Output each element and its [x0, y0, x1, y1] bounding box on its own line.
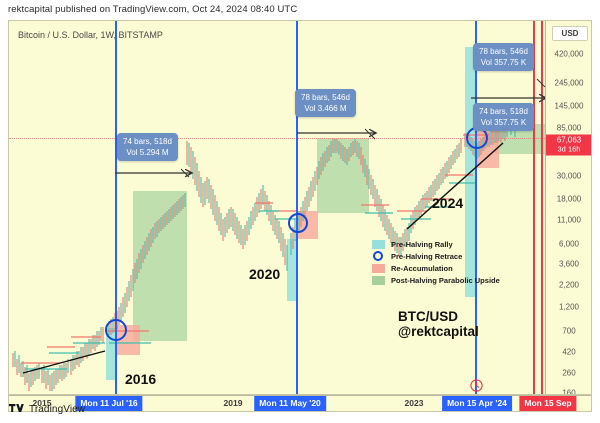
tradingview-wordmark: TradingView [29, 404, 86, 415]
current-price-value: 67,063 [556, 135, 582, 145]
chart-legend: Pre-Halving Rally Pre-Halving Retrace Re… [372, 239, 500, 287]
callout-2016-line1: 74 bars, 518d [123, 137, 172, 146]
price-tick-11000: 11,000 [557, 215, 581, 225]
time-tick-2019: 2019 [223, 398, 243, 408]
legend-item-parabolic-upside: Post-Halving Parabolic Upside [372, 275, 500, 286]
symbol-title: Bitcoin / U.S. Dollar, 1W, BITSTAMP [18, 30, 163, 40]
time-tick-2015: 2015 [32, 398, 52, 408]
legend-item-re-accumulation: Re-Accumulation [372, 263, 500, 274]
callout-2016-line2: Vol 5.294 M [126, 148, 169, 157]
time-marker-halving-2024[interactable]: Mon 15 Apr '24 [442, 396, 512, 411]
callout-2020-line2: Vol 3.466 M [304, 104, 347, 113]
year-label-2024: 2024 [432, 195, 464, 211]
re-accumulation-swatch-icon [372, 264, 385, 273]
time-axis[interactable]: 2015 Mon 11 Jul '16 2019 Mon 11 May '20 … [8, 395, 592, 412]
legend-item-pre-halving-rally: Pre-Halving Rally [372, 239, 500, 250]
pre-halving-retrace-circle-icon [372, 251, 385, 261]
halving-line-2020 [296, 21, 298, 394]
time-marker-halving-2016[interactable]: Mon 11 Jul '16 [75, 396, 143, 411]
pre-halving-retrace-marker-2016 [105, 319, 127, 341]
price-tick-420000: 420,000 [554, 49, 584, 59]
callout-2024-top[interactable]: 78 bars, 546d Vol 357.75 K [473, 43, 534, 71]
drawn-annotations-layer [22, 78, 547, 374]
legend-label-parabolic-upside: Post-Halving Parabolic Upside [391, 276, 500, 285]
pre-halving-rally-band-2020 [287, 239, 296, 301]
pre-halving-rally-band-2016 [106, 328, 116, 380]
price-tick-30000: 30,000 [556, 171, 582, 181]
chart-frame[interactable]: Bitcoin / U.S. Dollar, 1W, BITSTAMP [8, 20, 592, 395]
price-tick-6000: 6,000 [558, 239, 580, 249]
year-label-2020: 2020 [249, 266, 281, 282]
halving-line-2024 [475, 21, 477, 394]
price-axis[interactable]: USD 420,000 245,000 145,000 85,000 67,06… [545, 21, 591, 394]
price-tick-245000: 245,000 [554, 78, 584, 88]
price-tick-3600: 3,600 [558, 259, 580, 269]
legend-item-pre-halving-retrace: Pre-Halving Retrace [372, 251, 500, 262]
price-tick-420: 420 [562, 347, 576, 357]
pre-halving-rally-swatch-icon [372, 240, 385, 249]
projection-line-right [541, 21, 543, 394]
pre-halving-retrace-marker-2020 [288, 213, 308, 233]
watermark-symbol: BTC/USD [398, 309, 458, 324]
callout-2024-top-line2: Vol 357.75 K [480, 58, 527, 67]
callout-2020-line1: 78 bars, 546d [301, 93, 350, 102]
currency-pill[interactable]: USD [552, 26, 588, 41]
parabolic-upside-band-2016 [133, 191, 187, 341]
countdown-clock-icon [470, 379, 483, 392]
price-tick-145000: 145,000 [554, 101, 584, 111]
price-tick-85000: 85,000 [556, 123, 582, 133]
legend-label-re-accumulation: Re-Accumulation [391, 264, 453, 273]
current-price-badge[interactable]: 67,063 3d 16h [546, 134, 591, 156]
callout-2024-top-line1: 78 bars, 546d [479, 47, 528, 56]
callout-2016[interactable]: 74 bars, 518d Vol 5.294 M [117, 133, 178, 161]
tradingview-mark-icon [9, 404, 24, 412]
parabolic-upside-swatch-icon [372, 276, 385, 285]
tradingview-logo[interactable]: TradingView [9, 404, 85, 415]
chart-plot-area[interactable]: Bitcoin / U.S. Dollar, 1W, BITSTAMP [9, 21, 547, 394]
price-tick-260: 260 [562, 368, 576, 378]
price-tick-2200: 2,200 [558, 280, 580, 290]
time-marker-halving-2020[interactable]: Mon 11 May '20 [254, 396, 326, 411]
callout-2024[interactable]: 74 bars, 518d Vol 357.75 K [473, 103, 534, 131]
watermark-handle: @rektcapital [398, 324, 479, 339]
price-tick-700: 700 [562, 326, 576, 336]
price-tick-18000: 18,000 [556, 194, 582, 204]
year-label-2016: 2016 [125, 371, 157, 387]
projection-line-left [533, 21, 535, 394]
published-byline: rektcapital published on TradingView.com… [8, 4, 298, 15]
price-tick-1200: 1,200 [558, 302, 580, 312]
price-tick-160: 160 [562, 388, 576, 395]
time-tick-2023: 2023 [404, 398, 424, 408]
current-price-line [9, 138, 547, 139]
author-watermark: BTC/USD @rektcapital [398, 309, 479, 339]
callout-2024-line2: Vol 357.75 K [480, 118, 527, 127]
bar-countdown: 3d 16h [557, 144, 581, 154]
halving-line-2016 [115, 21, 117, 394]
callout-2020[interactable]: 78 bars, 546d Vol 3.466 M [295, 89, 356, 117]
legend-label-pre-halving-rally: Pre-Halving Rally [391, 240, 453, 249]
legend-label-pre-halving-retrace: Pre-Halving Retrace [391, 252, 463, 261]
time-marker-projection[interactable]: Mon 15 Sep [519, 396, 577, 411]
callout-2024-line1: 74 bars, 518d [479, 107, 528, 116]
